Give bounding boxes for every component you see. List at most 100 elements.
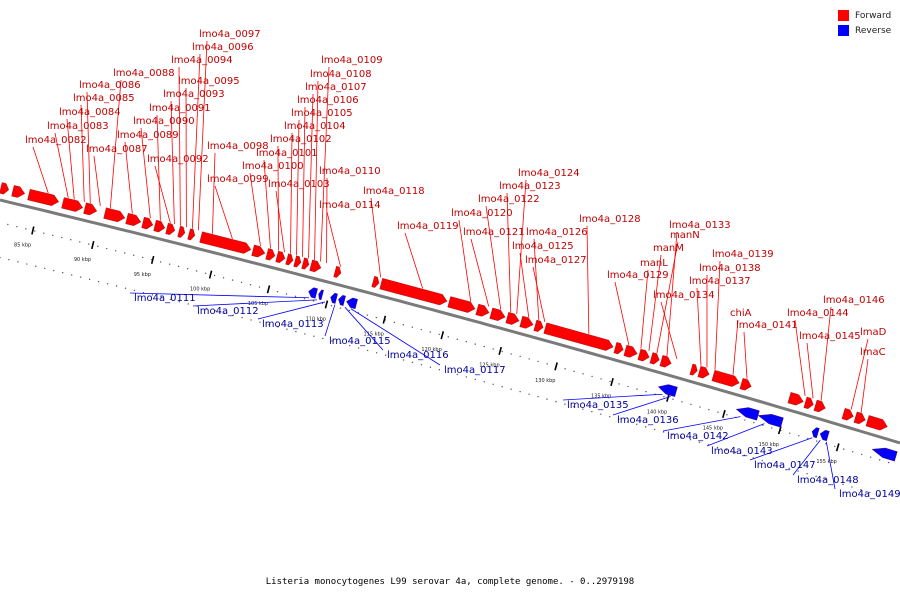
gene-label: lmo4a_0135: [567, 400, 629, 411]
track-dot: [70, 239, 72, 241]
track-dot: [168, 263, 171, 265]
track-dot: [402, 359, 405, 361]
gene-label: lmo4a_0149: [839, 489, 900, 500]
track-dot: [447, 336, 449, 338]
forward-gene-arrow: [293, 255, 302, 268]
gene-label: lmo4a_0090: [133, 116, 195, 127]
tick-label: 125 kbp: [479, 363, 499, 369]
gene-label: lmo4a_0086: [79, 80, 141, 91]
gene-label: lmo4a_0089: [117, 130, 179, 141]
track-dot: [25, 228, 27, 230]
track-dot: [618, 383, 620, 385]
track-dot: [295, 330, 297, 333]
leader-line: [324, 304, 336, 337]
gene-label: lmo4a_0085: [73, 93, 135, 104]
leader-line: [860, 358, 869, 413]
track-dot: [249, 284, 252, 286]
track-dot: [582, 373, 584, 375]
forward-gene-arrow: [371, 276, 380, 288]
track-dot: [474, 378, 476, 381]
track-dot: [232, 314, 234, 317]
track-dot: [213, 274, 216, 277]
track-dot: [375, 316, 378, 319]
leader-line: [825, 441, 836, 490]
gene-label: lmaD: [860, 327, 887, 338]
track-dot: [860, 453, 863, 456]
track-dot: [124, 287, 127, 289]
reverse-gene-arrow: [871, 447, 898, 462]
forward-gene-arrow: [187, 228, 196, 241]
track-dot: [88, 243, 90, 245]
track-dot: [483, 381, 485, 383]
gene-label: lmo4a_0106: [297, 95, 359, 106]
gene-label: lmo4a_0107: [305, 82, 367, 93]
track-dot: [456, 373, 459, 376]
track-dot: [17, 261, 19, 263]
tick-label: 85 kbp: [14, 243, 31, 249]
leader-line: [732, 319, 739, 375]
track-dot: [591, 410, 593, 413]
leader-line: [109, 79, 122, 209]
forward-gene-arrow: [803, 396, 814, 409]
gene-label: lmaC: [860, 347, 886, 358]
track-dot: [690, 403, 692, 406]
track-dot: [79, 276, 82, 278]
forward-gene-arrow: [623, 344, 638, 358]
leader-line: [326, 211, 341, 267]
track-dot: [177, 265, 180, 268]
leader-line: [743, 331, 748, 380]
track-dot: [259, 321, 261, 323]
map-caption: Listeria monocytogenes L99 serovar 4a, c…: [265, 577, 635, 587]
track-dot: [304, 333, 306, 335]
track-dot: [447, 371, 450, 373]
gene-label: lmo4a_0116: [387, 350, 449, 361]
gene-arrows: [0, 182, 898, 462]
gene-label: lmo4a_0109: [321, 55, 383, 66]
tick-mark: [150, 255, 155, 265]
legend-forward-label: Forward: [855, 10, 892, 21]
track-dot: [644, 426, 647, 428]
gene-label: lmo4a_0098: [207, 141, 269, 152]
tick-label: 105 kbp: [248, 301, 268, 307]
leader-line: [612, 396, 671, 416]
leader-line: [586, 225, 590, 334]
gene-label: lmo4a_0088: [113, 68, 175, 79]
track-dot: [26, 263, 28, 265]
track-dot: [205, 307, 207, 310]
track-dot: [734, 451, 737, 454]
tick-mark: [382, 315, 387, 324]
forward-gene-arrow: [519, 315, 534, 329]
track-dot: [348, 309, 351, 312]
track-dot: [240, 281, 243, 284]
leader-line: [156, 114, 161, 221]
gene-label: lmo4a_0144: [787, 308, 849, 319]
track-dot: [357, 347, 360, 349]
track-dot: [636, 388, 638, 390]
tick-label: 130 kbp: [535, 378, 555, 384]
gene-label: lmo4a_0134: [653, 290, 715, 301]
gene-label: lmo4a_0114: [319, 200, 381, 211]
tick-label: 140 kbp: [647, 409, 667, 415]
track-dot: [241, 316, 243, 319]
track-dot: [609, 380, 611, 383]
tick-mark: [324, 300, 329, 309]
track-dot: [636, 423, 638, 426]
track-dot: [204, 272, 207, 274]
track-dot: [88, 278, 91, 281]
track-dot: [402, 324, 405, 326]
gene-label: lmo4a_0125: [512, 241, 574, 252]
track-dot: [501, 350, 503, 353]
legend-reverse-label: Reverse: [855, 25, 892, 36]
legend-forward: Forward: [838, 8, 891, 23]
gene-label: lmo4a_0095: [178, 76, 240, 87]
gene-label: lmo4a_0119: [397, 221, 459, 232]
track-dot: [186, 268, 189, 270]
track-dot: [618, 418, 620, 420]
track-dot: [537, 360, 539, 363]
track-dot: [456, 338, 458, 340]
forward-gene-arrow: [379, 278, 448, 306]
track-dot: [420, 364, 423, 366]
forward-gene-arrow: [841, 408, 854, 421]
leader-line: [344, 306, 384, 351]
forward-gene-arrow: [739, 378, 752, 391]
